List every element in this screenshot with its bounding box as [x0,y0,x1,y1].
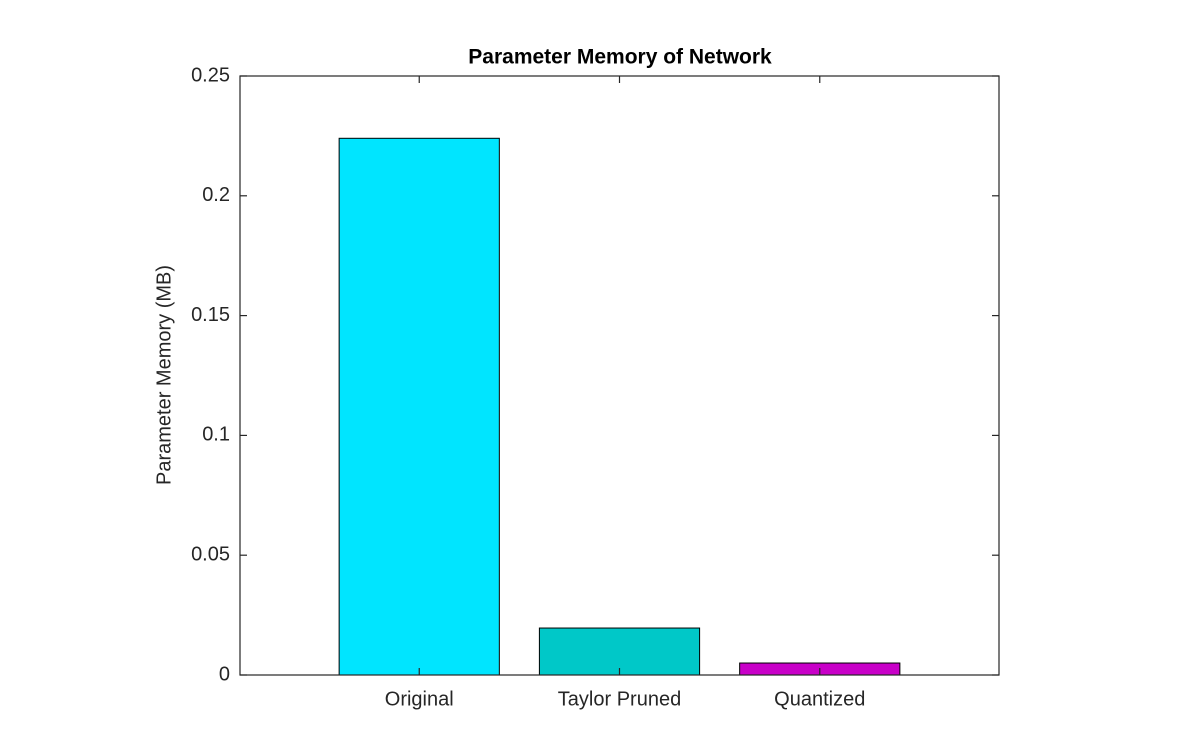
y-tick-label: 0.1 [202,424,230,446]
bar [338,137,500,676]
bar [538,627,701,676]
x-tick-label: Taylor Pruned [558,688,681,710]
x-tick-label: Quantized [774,688,865,710]
y-tick-label: 0.15 [191,304,230,326]
y-tick-label: 0.2 [202,184,230,206]
x-tick-label: Original [385,688,454,710]
axes-box [239,75,1000,676]
y-tick-label: 0.25 [191,64,230,86]
y-tick-label: 0 [219,663,230,685]
y-tick-label: 0.05 [191,543,230,565]
y-axis-label: Parameter Memory (MB) [153,265,175,485]
chart-title: Parameter Memory of Network [468,46,772,69]
